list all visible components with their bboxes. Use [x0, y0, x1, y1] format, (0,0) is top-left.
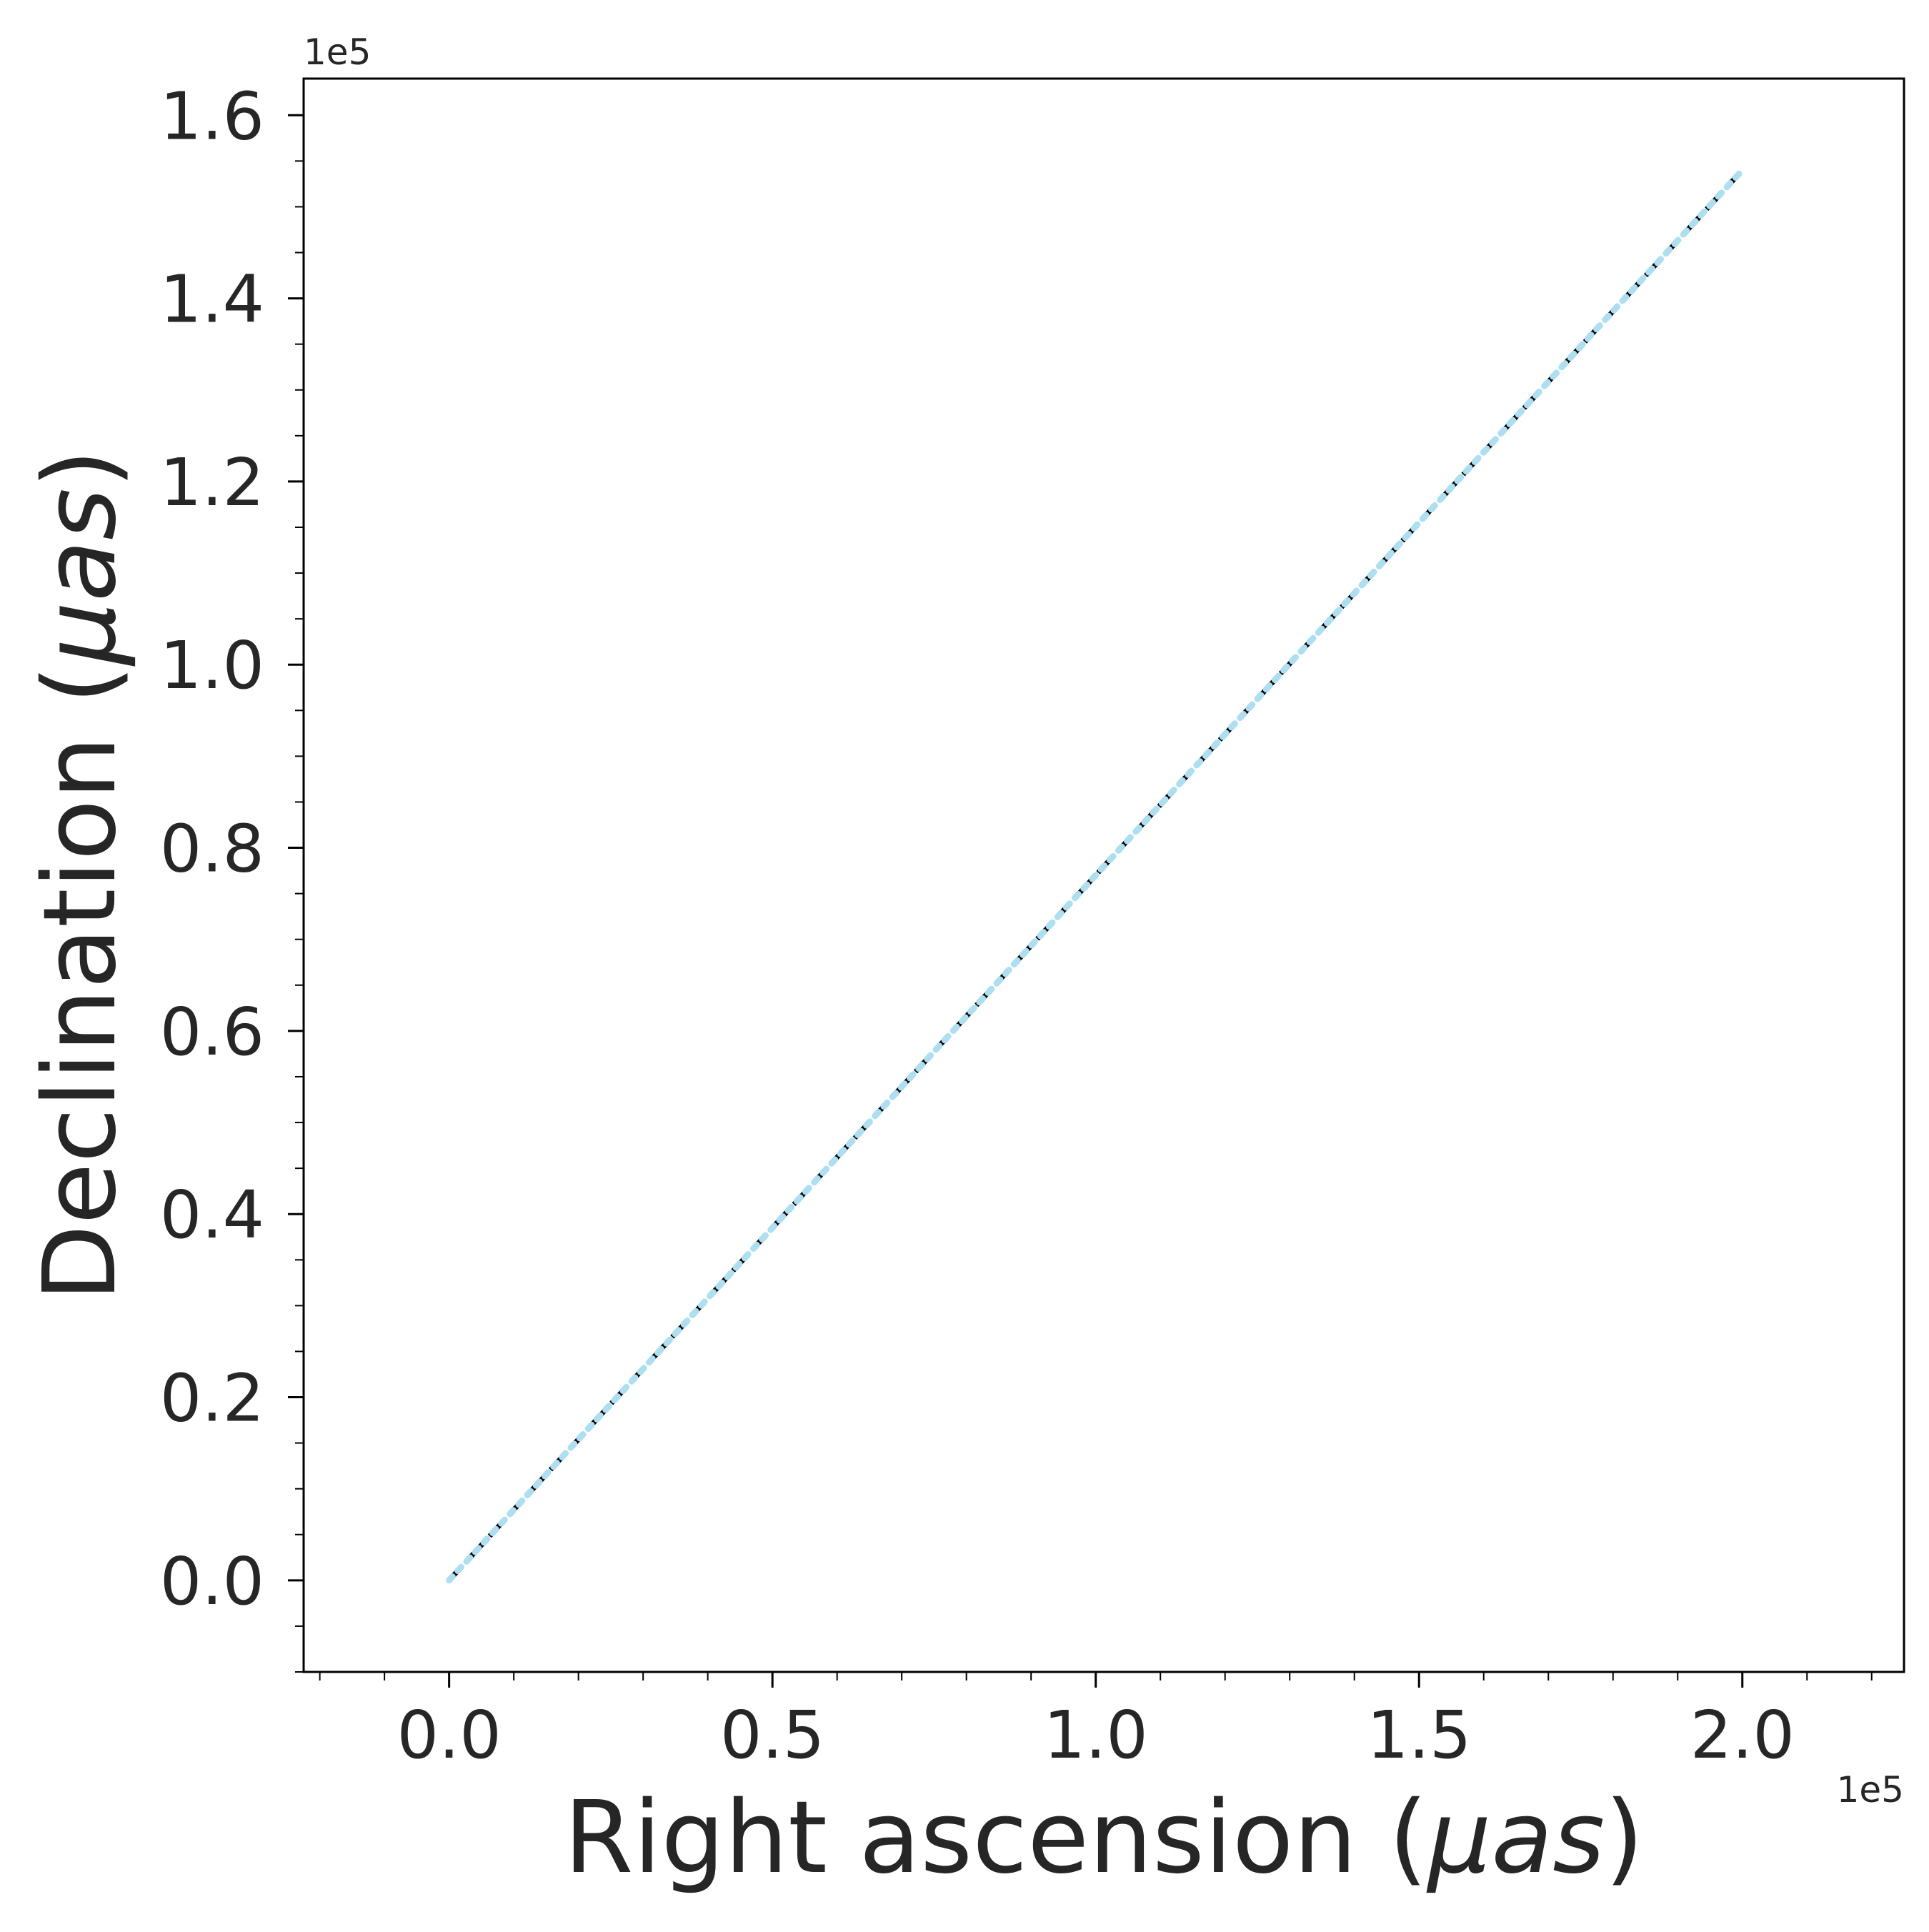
x-tick-label: 1.5 — [1367, 1697, 1471, 1773]
x-offset-label: 1e5 — [1837, 1769, 1904, 1811]
x-axis-label: Right ascension (μas) — [564, 1780, 1644, 1896]
y-axis-label-close: ) — [22, 449, 139, 489]
x-tick-label: 1.0 — [1044, 1697, 1148, 1773]
y-tick-label: 0.6 — [160, 994, 264, 1070]
y-tick-label: 0.4 — [160, 1177, 264, 1253]
x-axis-label-text: Right ascension ( — [564, 1780, 1427, 1896]
y-axis-label-text: Declination ( — [22, 665, 139, 1302]
y-axis-label: Declination (μas) — [22, 449, 139, 1302]
plot-frame — [302, 77, 1905, 1673]
y-tick-label: 0.8 — [160, 811, 264, 887]
y-tick-label: 0.0 — [160, 1543, 264, 1620]
y-tick-label: 1.6 — [160, 78, 264, 154]
y-tick-label: 0.2 — [160, 1360, 264, 1437]
x-tick-label: 0.0 — [397, 1697, 501, 1773]
y-tick-label: 1.0 — [160, 627, 264, 704]
x-tick-label: 2.0 — [1690, 1697, 1795, 1773]
y-tick-label: 1.4 — [160, 262, 264, 338]
x-axis-label-unit: μas — [1426, 1780, 1605, 1896]
x-tick-label: 0.5 — [720, 1697, 824, 1773]
series-dotted-loop-path — [446, 166, 1746, 1584]
x-axis-label-close: ) — [1605, 1780, 1644, 1896]
y-offset-label: 1e5 — [304, 31, 371, 73]
plot-area — [446, 166, 1746, 1584]
y-tick-label: 1.2 — [160, 444, 264, 521]
y-axis-label-unit: μas — [22, 488, 139, 667]
axis-ticks: 0.0 0.5 1.0 1.5 2.0 0.0 0.2 0.4 0.6 0.8 1.0 1.2 1.4 1… — [160, 78, 1873, 1773]
